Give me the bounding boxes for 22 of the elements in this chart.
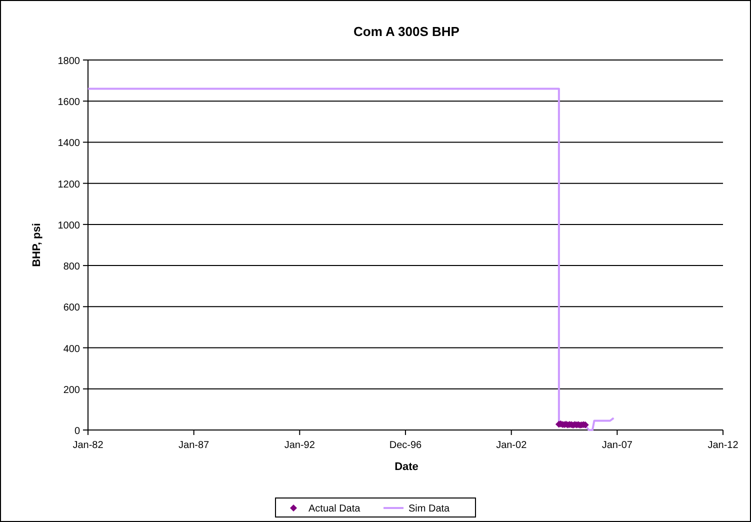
x-tick-label: Jan-12: [708, 440, 739, 451]
y-tick-label: 1800: [58, 56, 80, 67]
legend-label: Sim Data: [408, 504, 450, 514]
x-axis-title: Date: [394, 461, 418, 473]
y-tick-label: 400: [63, 344, 80, 355]
y-tick-label: 200: [63, 384, 80, 396]
y-tick-label: 1000: [58, 220, 80, 232]
y-tick-label: 0: [74, 426, 80, 437]
y-tick-label: 1600: [58, 97, 80, 108]
y-axis-title: BHP, psi: [31, 223, 43, 267]
y-tick-label: 800: [63, 262, 80, 273]
y-tick-label: 1400: [58, 138, 80, 150]
x-tick-label: Jan-92: [284, 440, 316, 451]
x-tick-label: Jan-02: [496, 440, 528, 451]
y-tick-label: 600: [63, 302, 80, 314]
y-tick-label: 1200: [58, 179, 80, 190]
x-tick-label: Dec-96: [389, 440, 422, 451]
x-tick-label: Jan-07: [602, 440, 633, 451]
x-tick-label: Jan-87: [178, 440, 210, 451]
legend-label: Actual Data: [308, 504, 361, 514]
x-tick-label: Jan-82: [72, 440, 104, 451]
chart-title: Com A 300S BHP: [354, 24, 460, 39]
